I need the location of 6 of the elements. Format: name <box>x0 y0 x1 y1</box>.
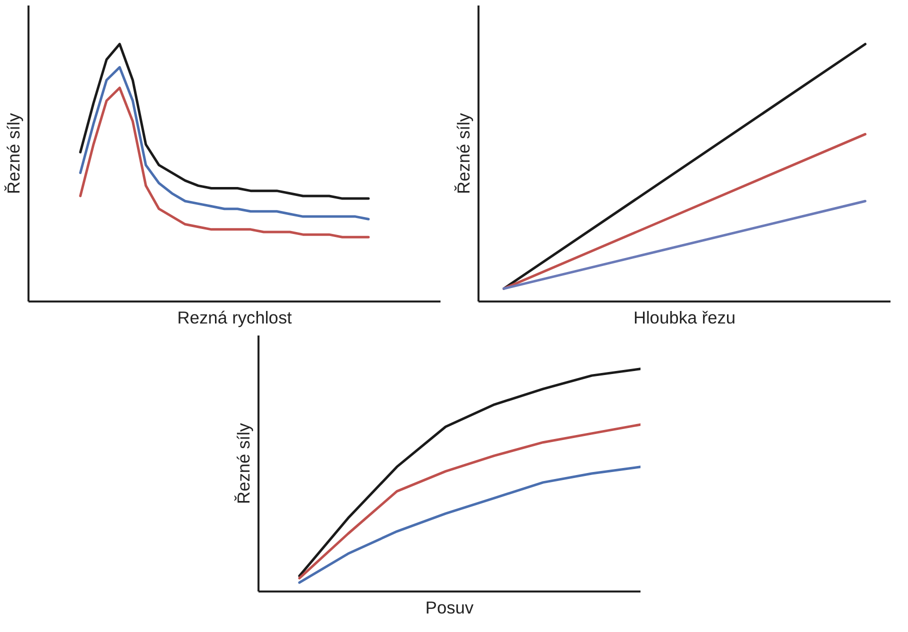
y-axis-title: Řezné síly <box>234 422 254 504</box>
y-axis-title: Řezné síly <box>454 112 474 194</box>
x-axis-title: Hloubka řezu <box>633 308 736 328</box>
x-axis-title: Posuv <box>425 598 474 618</box>
y-axis-title: Řezné síly <box>4 112 24 194</box>
x-axis-title: Rezná rychlost <box>177 308 292 328</box>
